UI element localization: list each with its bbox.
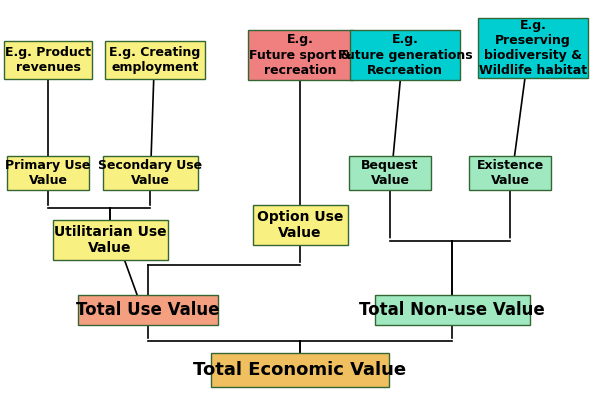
Text: Option Use
Value: Option Use Value [257, 210, 343, 240]
FancyBboxPatch shape [248, 30, 353, 80]
Text: Total Economic Value: Total Economic Value [193, 361, 407, 379]
Text: Total Non-use Value: Total Non-use Value [359, 301, 545, 319]
FancyBboxPatch shape [374, 295, 530, 325]
FancyBboxPatch shape [7, 156, 89, 190]
FancyBboxPatch shape [105, 41, 205, 79]
FancyBboxPatch shape [103, 156, 197, 190]
FancyBboxPatch shape [78, 295, 218, 325]
Text: E.g. Product
revenues: E.g. Product revenues [5, 46, 91, 74]
Text: Secondary Use
Value: Secondary Use Value [98, 159, 202, 187]
Text: E.g.
Preserving
biodiversity &
Wildlife habitat: E.g. Preserving biodiversity & Wildlife … [479, 19, 587, 77]
Text: E.g. Creating
employment: E.g. Creating employment [109, 46, 200, 74]
Text: Existence
Value: Existence Value [476, 159, 544, 187]
Text: Bequest
Value: Bequest Value [361, 159, 419, 187]
Text: Primary Use
Value: Primary Use Value [5, 159, 91, 187]
FancyBboxPatch shape [478, 18, 588, 78]
FancyBboxPatch shape [211, 353, 389, 387]
Text: Utilitarian Use
Value: Utilitarian Use Value [53, 225, 166, 255]
Text: E.g.
Future generations
Recreation: E.g. Future generations Recreation [338, 33, 472, 77]
FancyBboxPatch shape [469, 156, 551, 190]
FancyBboxPatch shape [53, 220, 167, 260]
FancyBboxPatch shape [4, 41, 92, 79]
FancyBboxPatch shape [253, 205, 347, 245]
FancyBboxPatch shape [350, 30, 460, 80]
Text: Total Use Value: Total Use Value [76, 301, 220, 319]
FancyBboxPatch shape [349, 156, 431, 190]
Text: E.g.
Future sport &
recreation: E.g. Future sport & recreation [249, 33, 351, 77]
